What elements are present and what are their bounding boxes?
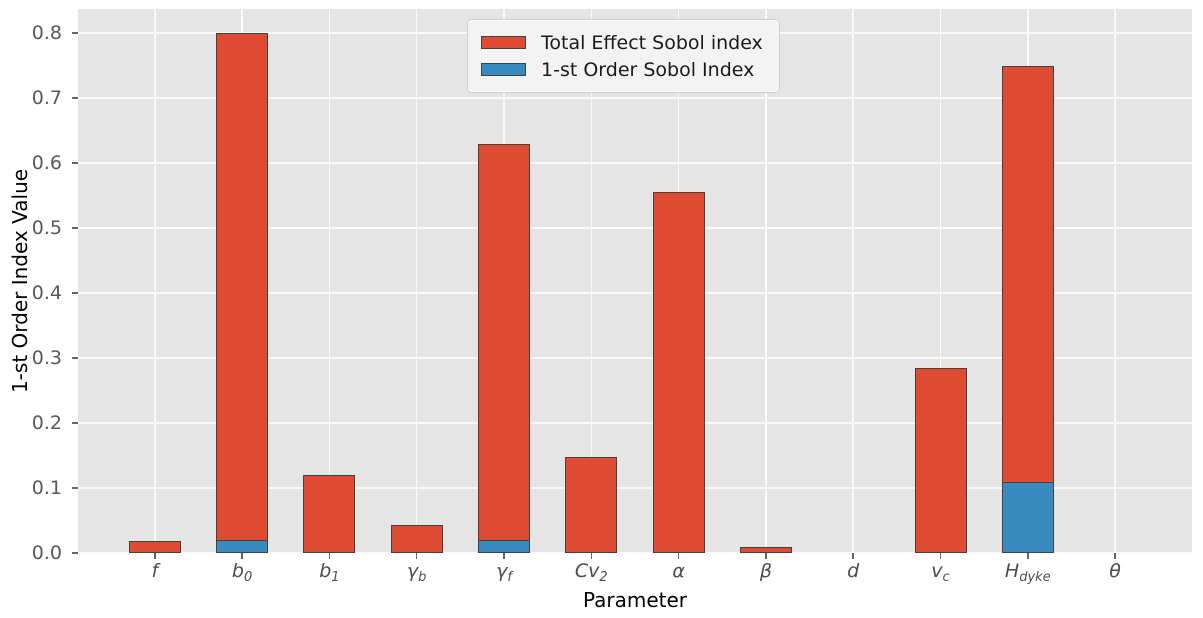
v-gridline [328, 9, 331, 553]
x-tick-mark [852, 553, 854, 559]
x-tick-mark [1027, 553, 1029, 559]
total-effect-bar-Hdyke [1001, 65, 1054, 553]
h-gridline [78, 422, 1192, 424]
h-gridline [78, 97, 1192, 99]
x-tick-label-θ: θ [1109, 560, 1121, 582]
legend-label-total-effect: Total Effect Sobol index [541, 31, 763, 54]
y-tick-mark [72, 162, 78, 164]
x-tick-label-b0: b0 [231, 560, 253, 585]
h-gridline [78, 552, 1192, 554]
x-tick-mark [241, 553, 243, 559]
x-axis-label: Parameter [582, 588, 688, 612]
total-effect-bar-b1 [303, 475, 356, 553]
first-order-bar-Hdyke [1001, 482, 1054, 553]
x-tick-label-β: β [759, 560, 772, 582]
y-tick-mark [72, 552, 78, 554]
v-gridline [939, 9, 942, 553]
legend-row-first-order: 1-st Order Sobol Index [481, 56, 763, 83]
x-tick-label-γf: γf [496, 560, 512, 585]
y-tick-mark [72, 97, 78, 99]
h-gridline [78, 227, 1192, 229]
x-tick-mark [328, 553, 331, 559]
total-effect-bar-γb [390, 525, 443, 553]
legend: Total Effect Sobol index 1-st Order Sobo… [467, 19, 780, 93]
h-gridline [78, 357, 1192, 359]
total-effect-bar-γf [478, 143, 530, 553]
y-tick-label: 0.1 [31, 477, 62, 499]
x-tick-label-Cv2: Cv2 [574, 560, 608, 585]
x-tick-label-α: α [672, 560, 685, 582]
x-tick-mark [503, 553, 505, 559]
x-tick-mark [154, 553, 156, 559]
h-gridline [78, 162, 1192, 164]
x-tick-mark [939, 553, 942, 559]
v-gridline [1114, 9, 1116, 553]
first-order-bar-b0 [216, 540, 269, 553]
total-effect-bar-β [739, 546, 792, 553]
first-order-swatch-icon [481, 63, 526, 76]
y-tick-label: 0.3 [31, 347, 62, 369]
x-tick-mark [415, 553, 418, 559]
x-tick-label-d: d [847, 560, 860, 582]
y-tick-label: 0.8 [31, 22, 62, 44]
y-tick-mark [72, 292, 78, 294]
first-order-bar-γf [478, 540, 530, 553]
total-effect-swatch-icon [481, 36, 526, 49]
v-gridline [590, 9, 593, 553]
y-tick-label: 0.6 [31, 152, 62, 174]
total-effect-bar-α [652, 191, 705, 553]
y-tick-mark [72, 32, 78, 34]
x-tick-label-vc: vc [931, 560, 950, 585]
total-effect-bar-f [128, 541, 181, 553]
x-tick-label-Hdyke: Hdyke [1004, 560, 1051, 585]
v-gridline [765, 9, 767, 553]
v-gridline [852, 9, 854, 553]
y-tick-label: 0.0 [31, 542, 62, 564]
y-tick-mark [72, 487, 78, 489]
y-tick-label: 0.4 [31, 282, 62, 304]
x-tick-mark [1114, 553, 1116, 559]
y-tick-label: 0.5 [31, 217, 62, 239]
legend-label-first-order: 1-st Order Sobol Index [541, 58, 755, 81]
x-tick-mark [590, 553, 593, 559]
total-effect-bar-b0 [216, 33, 269, 553]
x-tick-label-f: f [151, 560, 159, 582]
h-gridline [78, 487, 1192, 489]
y-tick-mark [72, 422, 78, 424]
x-tick-label-γb: γb [406, 560, 427, 585]
total-effect-bar-vc [914, 367, 967, 553]
x-tick-label-b1: b1 [319, 560, 340, 585]
plot-area [78, 9, 1192, 554]
legend-row-total-effect: Total Effect Sobol index [481, 29, 763, 56]
h-gridline [78, 292, 1192, 294]
v-gridline [415, 9, 418, 553]
x-tick-mark [677, 553, 680, 559]
total-effect-bar-Cv2 [565, 457, 618, 553]
y-tick-mark [72, 227, 78, 229]
y-tick-label: 0.7 [31, 87, 62, 109]
v-gridline [154, 9, 156, 553]
x-tick-mark [765, 553, 767, 559]
y-tick-mark [72, 357, 78, 359]
y-tick-label: 0.2 [31, 412, 62, 434]
